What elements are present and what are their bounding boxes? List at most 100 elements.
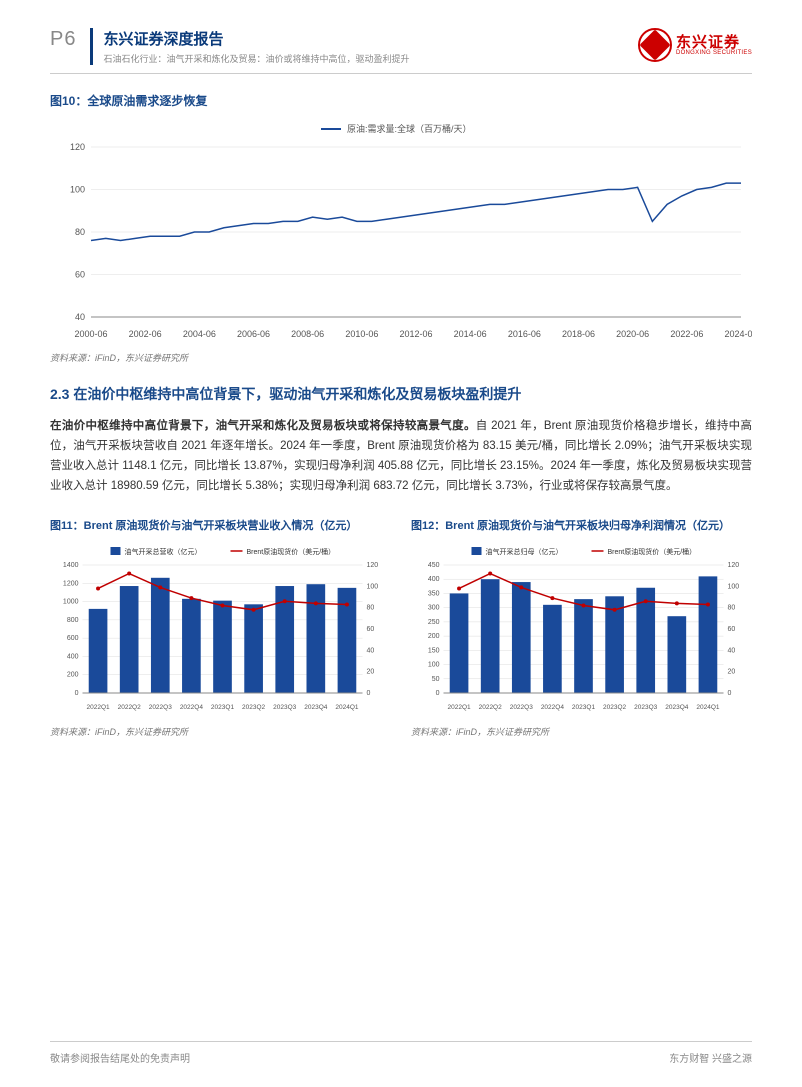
svg-text:2023Q3: 2023Q3 [634,704,658,711]
svg-text:原油:需求量:全球（百万桶/天）: 原油:需求量:全球（百万桶/天） [347,123,472,134]
svg-text:120: 120 [70,142,85,152]
svg-text:2022Q3: 2022Q3 [510,704,534,711]
section-heading: 2.3 在油价中枢维持中高位背景下，驱动油气开采和炼化及贸易板块盈利提升 [50,384,752,404]
svg-text:100: 100 [367,583,379,590]
chart12-title: 图12：Brent 原油现货价与油气开采板块归母净利润情况（亿元） [411,517,752,533]
page-footer: 敬请参阅报告结尾处的免责声明 东方财智 兴盛之源 [50,1041,752,1065]
chart10-svg: 原油:需求量:全球（百万桶/天）4060801001202000-062002-… [50,117,752,347]
svg-text:2006-06: 2006-06 [237,329,270,339]
svg-text:60: 60 [728,626,736,633]
chart11-svg: 油气开采总营收（亿元）Brent原油现货价（美元/桶）0200400600800… [50,541,391,721]
svg-text:2024-06: 2024-06 [724,329,752,339]
svg-text:450: 450 [428,562,440,569]
svg-text:2023Q4: 2023Q4 [665,704,689,711]
svg-text:2016-06: 2016-06 [508,329,541,339]
logo-name-cn: 东兴证券 [676,35,752,50]
svg-text:250: 250 [428,618,440,625]
svg-text:60: 60 [367,626,375,633]
svg-text:40: 40 [75,312,85,322]
footer-left: 敬请参阅报告结尾处的免责声明 [50,1050,190,1065]
chart11-col: 图11：Brent 原油现货价与油气开采板块营业收入情况（亿元） [50,511,391,541]
svg-text:1000: 1000 [63,598,79,605]
sources-row: 资料来源：iFinD，东兴证券研究所 资料来源：iFinD，东兴证券研究所 [50,721,752,758]
svg-text:2022Q2: 2022Q2 [118,704,142,711]
svg-text:2022Q2: 2022Q2 [479,704,503,711]
svg-text:1200: 1200 [63,580,79,587]
logo-name-en: DONGXING SECURITIES [676,50,752,56]
svg-text:2022Q1: 2022Q1 [447,704,471,711]
svg-text:1400: 1400 [63,562,79,569]
svg-text:120: 120 [367,562,379,569]
svg-text:200: 200 [428,633,440,640]
svg-text:2023Q1: 2023Q1 [211,704,235,711]
svg-text:50: 50 [432,675,440,682]
svg-text:2023Q2: 2023Q2 [242,704,266,711]
svg-text:2024Q1: 2024Q1 [696,704,720,711]
chart11-source: 资料来源：iFinD，东兴证券研究所 [50,725,391,738]
svg-text:400: 400 [67,653,79,660]
svg-text:2022Q4: 2022Q4 [180,704,204,711]
svg-text:0: 0 [728,690,732,697]
svg-text:Brent原油现货价（美元/桶）: Brent原油现货价（美元/桶） [608,547,697,556]
svg-text:80: 80 [367,604,375,611]
company-logo: 东兴证券 DONGXING SECURITIES [638,28,752,62]
chart10-source: 资料来源：iFinD，东兴证券研究所 [50,351,752,364]
svg-text:20: 20 [728,668,736,675]
footer-right: 东方财智 兴盛之源 [669,1050,752,1065]
svg-text:100: 100 [428,661,440,668]
body-bold: 在油价中枢维持中高位背景下，油气开采和炼化及贸易板块或将保持较高景气度。 [50,420,476,432]
chart12-source: 资料来源：iFinD，东兴证券研究所 [411,725,752,738]
svg-text:2008-06: 2008-06 [291,329,324,339]
charts-row: 图11：Brent 原油现货价与油气开采板块营业收入情况（亿元） 图12：Bre… [50,511,752,541]
charts-row-svg: 油气开采总营收（亿元）Brent原油现货价（美元/桶）0200400600800… [50,541,752,721]
chart12-col: 图12：Brent 原油现货价与油气开采板块归母净利润情况（亿元） [411,511,752,541]
svg-text:2022-06: 2022-06 [670,329,703,339]
svg-text:2018-06: 2018-06 [562,329,595,339]
svg-text:350: 350 [428,590,440,597]
svg-text:600: 600 [67,635,79,642]
svg-text:400: 400 [428,576,440,583]
chart10-container: 原油:需求量:全球（百万桶/天）4060801001202000-062002-… [50,117,752,347]
svg-text:2024Q1: 2024Q1 [335,704,359,711]
svg-text:2023Q2: 2023Q2 [603,704,627,711]
svg-text:0: 0 [436,690,440,697]
svg-text:2023Q4: 2023Q4 [304,704,328,711]
chart12-container: 油气开采总归母（亿元）Brent原油现货价（美元/桶）0501001502002… [411,541,752,721]
svg-text:20: 20 [367,668,375,675]
title-block: 东兴证券深度报告 石油石化行业：油气开采和炼化及贸易：油价或将维持中高位，驱动盈… [90,28,637,65]
svg-text:2023Q3: 2023Q3 [273,704,297,711]
svg-text:40: 40 [367,647,375,654]
page-number: P6 [50,28,76,51]
svg-text:150: 150 [428,647,440,654]
svg-text:80: 80 [75,227,85,237]
section-body: 在油价中枢维持中高位背景下，油气开采和炼化及贸易板块或将保持较高景气度。自 20… [50,416,752,497]
page-header: P6 东兴证券深度报告 石油石化行业：油气开采和炼化及贸易：油价或将维持中高位，… [50,28,752,74]
svg-text:200: 200 [67,671,79,678]
logo-icon [638,28,672,62]
svg-text:2010-06: 2010-06 [345,329,378,339]
svg-text:2023Q1: 2023Q1 [572,704,596,711]
svg-text:80: 80 [728,604,736,611]
svg-text:2012-06: 2012-06 [399,329,432,339]
chart12-svg: 油气开采总归母（亿元）Brent原油现货价（美元/桶）0501001502002… [411,541,752,721]
svg-text:2022Q1: 2022Q1 [86,704,110,711]
svg-text:2020-06: 2020-06 [616,329,649,339]
svg-text:300: 300 [428,604,440,611]
svg-text:120: 120 [728,562,740,569]
svg-text:60: 60 [75,270,85,280]
svg-text:油气开采总营收（亿元）: 油气开采总营收（亿元） [125,547,202,556]
svg-text:800: 800 [67,616,79,623]
page-root: P6 东兴证券深度报告 石油石化行业：油气开采和炼化及贸易：油价或将维持中高位，… [0,0,802,1087]
svg-text:2022Q4: 2022Q4 [541,704,565,711]
chart11-title: 图11：Brent 原油现货价与油气开采板块营业收入情况（亿元） [50,517,391,533]
chart11-container: 油气开采总营收（亿元）Brent原油现货价（美元/桶）0200400600800… [50,541,391,721]
svg-text:0: 0 [75,690,79,697]
svg-text:100: 100 [728,583,740,590]
svg-text:2004-06: 2004-06 [183,329,216,339]
svg-text:油气开采总归母（亿元）: 油气开采总归母（亿元） [486,547,563,556]
svg-text:100: 100 [70,185,85,195]
svg-text:2022Q3: 2022Q3 [149,704,173,711]
report-subtitle: 石油石化行业：油气开采和炼化及贸易：油价或将维持中高位，驱动盈利提升 [103,52,637,65]
svg-text:2002-06: 2002-06 [129,329,162,339]
svg-text:0: 0 [367,690,371,697]
